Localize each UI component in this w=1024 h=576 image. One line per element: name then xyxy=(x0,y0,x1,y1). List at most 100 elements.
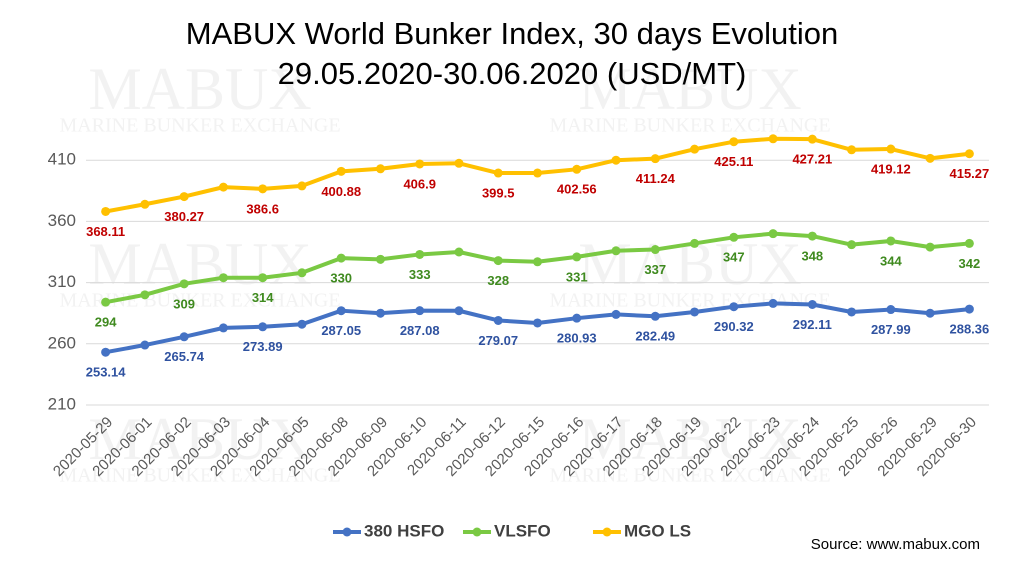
data-point xyxy=(768,298,778,308)
data-point xyxy=(415,306,425,316)
data-point xyxy=(729,302,739,312)
data-point xyxy=(140,199,150,209)
data-label: 347 xyxy=(723,250,745,265)
data-point xyxy=(964,149,974,159)
data-label: 287.05 xyxy=(321,323,361,338)
data-point xyxy=(533,318,542,328)
data-point xyxy=(218,323,228,333)
data-label: 402.56 xyxy=(557,182,597,197)
data-point xyxy=(258,184,268,194)
data-point xyxy=(375,308,385,318)
data-point xyxy=(611,309,621,319)
data-point xyxy=(611,155,621,165)
data-label: 287.99 xyxy=(871,322,911,337)
watermark-text: MARINE BUNKER EXCHANGE xyxy=(549,290,830,312)
data-point xyxy=(964,304,974,314)
data-point xyxy=(768,134,778,144)
data-point xyxy=(101,297,111,307)
legend-marker xyxy=(602,527,612,537)
data-label: 380.27 xyxy=(164,209,204,224)
data-point xyxy=(375,164,385,174)
data-point xyxy=(218,273,228,283)
data-label: 399.5 xyxy=(482,185,515,200)
legend-label: VLSFO xyxy=(494,521,551,540)
data-label: 348 xyxy=(801,249,823,264)
chart-subtitle: 29.05.2020-30.06.2020 (USD/MT) xyxy=(278,56,747,91)
watermark-text: MARINE BUNKER EXCHANGE xyxy=(59,290,340,312)
legend-marker xyxy=(472,527,482,537)
data-point xyxy=(179,332,189,342)
data-point xyxy=(611,246,621,256)
data-point xyxy=(218,182,228,192)
data-label: 400.88 xyxy=(321,184,361,199)
data-label: 290.32 xyxy=(714,319,754,334)
source: Source: www.mabux.com xyxy=(811,536,980,553)
watermark-text: MABUX xyxy=(88,56,311,122)
data-point xyxy=(729,137,739,147)
data-point xyxy=(140,340,150,350)
data-point xyxy=(101,206,111,216)
data-label: 328 xyxy=(487,273,509,288)
data-point xyxy=(886,305,896,315)
legend-marker xyxy=(342,527,352,537)
data-point xyxy=(375,254,385,264)
data-point xyxy=(258,273,268,283)
data-label: 342 xyxy=(959,256,981,271)
data-point xyxy=(650,245,660,255)
y-tick-label: 360 xyxy=(48,211,76,230)
data-label: 331 xyxy=(566,269,588,284)
data-point xyxy=(807,299,817,309)
data-label: 406.9 xyxy=(403,176,436,191)
y-tick-label: 410 xyxy=(48,150,76,169)
data-point xyxy=(925,153,935,163)
data-label: 309 xyxy=(173,296,195,311)
y-tick-label: 310 xyxy=(48,272,76,291)
data-label: 288.36 xyxy=(949,322,989,337)
data-point xyxy=(297,319,307,329)
data-point xyxy=(297,268,307,278)
data-point xyxy=(336,253,346,263)
watermark-text: MARINE BUNKER EXCHANGE xyxy=(549,115,830,137)
data-point xyxy=(964,238,974,248)
data-point xyxy=(650,154,660,164)
data-label: 419.12 xyxy=(871,161,911,176)
data-point xyxy=(140,290,150,300)
data-label: 330 xyxy=(330,271,352,286)
data-label: 344 xyxy=(880,253,902,268)
data-label: 280.93 xyxy=(557,331,597,346)
data-point xyxy=(493,168,503,178)
data-point xyxy=(886,144,896,154)
data-point xyxy=(415,249,425,259)
data-point xyxy=(336,306,346,316)
data-label: 333 xyxy=(409,267,431,282)
watermark-text: MABUX xyxy=(578,231,801,297)
data-point xyxy=(650,311,660,321)
data-label: 368.11 xyxy=(86,224,125,239)
data-label: 294 xyxy=(95,315,117,330)
watermark-text: MARINE BUNKER EXCHANGE xyxy=(59,115,340,137)
data-point xyxy=(493,256,503,266)
data-point xyxy=(493,315,503,325)
data-label: 279.07 xyxy=(478,333,518,348)
data-point xyxy=(572,164,582,174)
data-point xyxy=(807,231,817,241)
data-label: 411.24 xyxy=(636,171,676,186)
data-point xyxy=(454,306,464,316)
y-tick-label: 260 xyxy=(48,333,76,352)
data-label: 427.21 xyxy=(792,152,832,167)
data-point xyxy=(415,159,425,169)
chart-title: MABUX World Bunker Index, 30 days Evolut… xyxy=(186,16,838,51)
data-label: 273.89 xyxy=(243,339,283,354)
data-label: 282.49 xyxy=(635,329,675,344)
data-label: 425.11 xyxy=(714,154,753,169)
data-point xyxy=(454,247,464,257)
data-point xyxy=(258,322,268,332)
data-point xyxy=(297,181,307,191)
data-point xyxy=(690,238,700,248)
data-point xyxy=(690,144,700,154)
data-point xyxy=(886,236,896,246)
data-label: 314 xyxy=(252,290,274,305)
data-label: 337 xyxy=(644,262,666,277)
